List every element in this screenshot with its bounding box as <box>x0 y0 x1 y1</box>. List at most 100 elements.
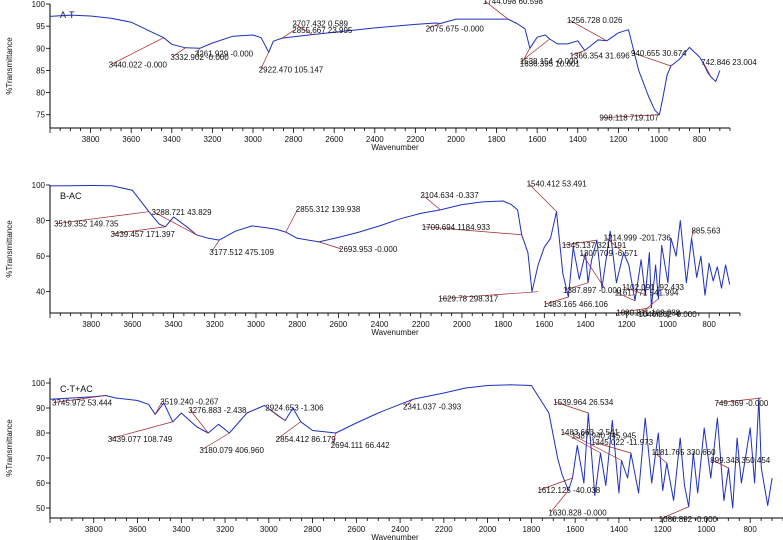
y-axis-title: %Transmittance <box>5 220 14 278</box>
peak-label: 1538.154 -0.000 <box>520 57 579 66</box>
peak-label: 1366.354 31.696 <box>570 52 631 61</box>
peak-leader-line <box>153 211 197 236</box>
y-tick-label: 60 <box>36 252 45 261</box>
peak-leader-line <box>632 52 672 67</box>
peak-leader-line <box>427 23 441 29</box>
x-tick-label: 3400 <box>172 525 190 534</box>
peak-label: 3439.077 108.749 <box>108 435 173 444</box>
peak-label: 2922.470 105.147 <box>259 65 324 74</box>
x-tick-label: 3000 <box>247 320 265 329</box>
peak-label: 3276.883 -2.438 <box>188 406 247 415</box>
y-tick-label: 75 <box>36 111 45 120</box>
peak-leader-line <box>716 397 762 404</box>
peak-leader-line <box>109 421 173 440</box>
peak-label: 2694.111 66.442 <box>331 441 390 450</box>
x-tick-label: 1000 <box>659 320 677 329</box>
peak-label: 1181.765 330.660 <box>652 448 716 457</box>
peak-label: 1483.663 -2.541 <box>561 428 620 437</box>
peak-label: 885.563 <box>691 226 720 235</box>
peak-leader-line <box>521 38 550 62</box>
peak-leader-line <box>653 451 667 464</box>
peak-label: 3180.079 406.960 <box>199 446 264 455</box>
x-tick-label: 1600 <box>535 320 553 329</box>
peak-leader-line <box>267 407 286 421</box>
x-tick-label: 1000 <box>698 525 716 534</box>
x-tick-label: 3200 <box>206 320 224 329</box>
peak-label: 3288.721 43.829 <box>152 208 213 217</box>
x-tick-label: 3800 <box>82 135 100 144</box>
peak-leader-line <box>440 291 539 300</box>
x-tick-label: 2800 <box>288 320 306 329</box>
x-tick-label: 2000 <box>479 525 497 534</box>
peak-leader-line <box>568 19 608 42</box>
peak-label: 1612.125 -40.038 <box>537 486 600 495</box>
peak-label: 2707.432 0.589 <box>292 20 348 29</box>
peak-label: 1636.395 10.601 <box>520 59 581 68</box>
x-tick-label: 3800 <box>82 320 100 329</box>
x-tick-label: 800 <box>693 135 707 144</box>
peak-label: 1630.828 -0.000 <box>548 509 607 518</box>
peak-label: 1387.940 245.945 <box>572 432 637 441</box>
panel-label: B-AC <box>60 191 82 201</box>
peak-label: 940.655 30.674 <box>631 49 687 58</box>
peak-leader-line <box>545 296 569 305</box>
peak-leader-line <box>332 432 337 446</box>
x-tick-label: 1400 <box>577 320 595 329</box>
peak-label: 1102.091 -92.433 <box>622 283 685 292</box>
y-tick-label: 50 <box>36 504 45 513</box>
y-tick-label: 95 <box>36 22 45 31</box>
peak-label: 2075.675 -0.000 <box>426 24 485 33</box>
peak-leader-line <box>196 48 201 54</box>
peak-leader-line <box>201 432 230 451</box>
peak-label: 3439.457 171.397 <box>110 230 175 239</box>
x-tick-label: 2000 <box>453 320 471 329</box>
peak-leader-line <box>318 241 342 250</box>
x-tick-label: 1400 <box>610 525 628 534</box>
peak-label: 742.846 23.004 <box>701 58 757 67</box>
peak-label: 1345.022 -11.973 <box>591 438 654 447</box>
peak-label: 3332.902 -0.000 <box>170 53 229 62</box>
peak-label: 998.118 719.107 <box>599 114 659 123</box>
peak-label: 2854.412 86.179 <box>276 435 337 444</box>
peak-leader-line <box>640 298 659 315</box>
peak-leader-line <box>422 194 441 211</box>
spectrum-panel-2: 3800 3600 3400 3200 3000 2800 2600 2400 2200 2000… <box>5 180 741 337</box>
peak-leader-line <box>563 239 597 246</box>
peak-label: 749.369 -0.000 <box>715 399 769 408</box>
peak-leader-line <box>53 395 106 403</box>
x-tick-label: 2000 <box>447 135 465 144</box>
peak-leader-line <box>404 398 414 407</box>
x-tick-label: 3400 <box>163 135 181 144</box>
peak-leader-line <box>618 307 652 314</box>
spectrum-panel-1: 3800 3600 3400 3200 3000 2800 2600 2400 2200 2000… <box>5 0 757 152</box>
x-tick-label: 2400 <box>371 320 389 329</box>
peak-label: 2104.634 -0.337 <box>420 191 479 200</box>
peak-leader-line <box>528 183 557 212</box>
peak-leader-line <box>282 29 295 39</box>
peak-leader-line <box>484 0 509 20</box>
peak-label: 1307.709 -6.571 <box>580 249 639 258</box>
x-tick-label: 2600 <box>329 320 347 329</box>
peak-label: 3261.929 -0.000 <box>195 49 254 58</box>
peak-label: 899.343 350.454 <box>710 456 771 465</box>
x-tick-label: 3600 <box>123 320 141 329</box>
x-tick-label: 1200 <box>618 320 636 329</box>
peak-leader-line <box>601 114 660 119</box>
x-axis-title: Wavenumber <box>371 328 419 337</box>
peak-leader-line <box>172 47 186 58</box>
peak-label: 2341.037 -0.393 <box>403 402 462 411</box>
peak-label: 2924.653 -1.306 <box>265 404 324 413</box>
x-tick-label: 800 <box>743 525 757 534</box>
peak-leader-line <box>605 237 624 253</box>
x-tick-label: 1600 <box>566 525 584 534</box>
peak-label: 3519.240 -0.267 <box>160 397 219 406</box>
peak-leader-line <box>112 226 166 235</box>
peak-leader-line <box>285 208 299 233</box>
x-tick-label: 2600 <box>347 525 365 534</box>
peak-leader-line <box>110 37 164 65</box>
peak-leader-line <box>691 230 694 239</box>
x-tick-label: 1200 <box>654 525 672 534</box>
x-tick-label: 2800 <box>304 525 322 534</box>
x-tick-label: 3400 <box>165 320 183 329</box>
